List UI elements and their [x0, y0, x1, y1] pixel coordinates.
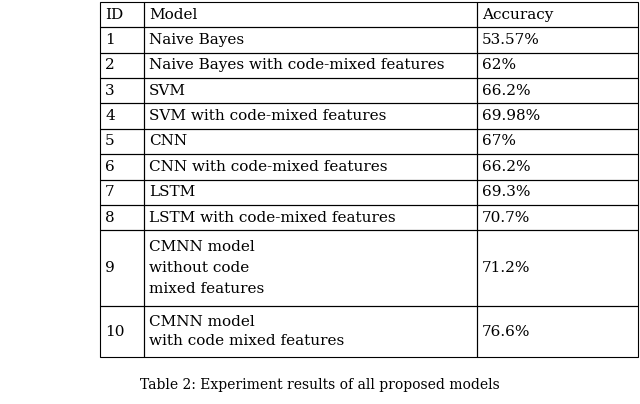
Text: 6: 6 — [105, 160, 115, 174]
Text: 71.2%: 71.2% — [481, 261, 530, 275]
Text: LSTM with code-mixed features: LSTM with code-mixed features — [149, 210, 396, 225]
Text: Model: Model — [149, 8, 198, 22]
Text: ID: ID — [105, 8, 124, 22]
Text: 3: 3 — [105, 84, 115, 98]
Text: 69.3%: 69.3% — [481, 185, 530, 199]
Text: 69.98%: 69.98% — [481, 109, 540, 123]
Bar — [100, 205, 144, 230]
Bar — [477, 230, 638, 306]
Text: CNN: CNN — [149, 135, 188, 148]
Bar — [100, 306, 144, 357]
Text: 10: 10 — [105, 325, 125, 339]
Text: CMNN model: CMNN model — [149, 315, 255, 329]
Bar — [477, 27, 638, 53]
Text: 70.7%: 70.7% — [481, 210, 530, 225]
Text: 66.2%: 66.2% — [481, 160, 530, 174]
Bar — [100, 103, 144, 129]
Bar — [144, 205, 477, 230]
Bar — [477, 306, 638, 357]
Text: 1: 1 — [105, 33, 115, 47]
Text: CNN with code-mixed features: CNN with code-mixed features — [149, 160, 388, 174]
Text: 9: 9 — [105, 261, 115, 275]
Bar — [477, 154, 638, 179]
Bar — [100, 27, 144, 53]
Text: 76.6%: 76.6% — [481, 325, 530, 339]
Bar — [144, 129, 477, 154]
Text: 67%: 67% — [481, 135, 516, 148]
Bar — [477, 2, 638, 27]
Text: Table 2: Experiment results of all proposed models: Table 2: Experiment results of all propo… — [140, 378, 500, 392]
Text: 2: 2 — [105, 59, 115, 72]
Text: 4: 4 — [105, 109, 115, 123]
Bar — [477, 103, 638, 129]
Bar — [100, 179, 144, 205]
Bar — [144, 230, 477, 306]
Text: 5: 5 — [105, 135, 115, 148]
Bar — [477, 129, 638, 154]
Bar — [100, 78, 144, 103]
Bar — [100, 2, 144, 27]
Text: Accuracy: Accuracy — [481, 8, 553, 22]
Text: 62%: 62% — [481, 59, 516, 72]
Bar — [144, 179, 477, 205]
Bar — [144, 154, 477, 179]
Text: Naive Bayes: Naive Bayes — [149, 33, 244, 47]
Text: 7: 7 — [105, 185, 115, 199]
Text: mixed features: mixed features — [149, 282, 264, 297]
Bar — [100, 53, 144, 78]
Bar — [144, 78, 477, 103]
Bar — [144, 103, 477, 129]
Bar — [477, 205, 638, 230]
Bar — [144, 306, 477, 357]
Bar — [477, 78, 638, 103]
Bar — [100, 230, 144, 306]
Text: 8: 8 — [105, 210, 115, 225]
Text: 66.2%: 66.2% — [481, 84, 530, 98]
Text: with code mixed features: with code mixed features — [149, 335, 344, 348]
Text: SVM: SVM — [149, 84, 186, 98]
Bar — [144, 2, 477, 27]
Text: LSTM: LSTM — [149, 185, 195, 199]
Bar — [477, 179, 638, 205]
Bar — [100, 154, 144, 179]
Bar — [477, 53, 638, 78]
Text: 53.57%: 53.57% — [481, 33, 540, 47]
Bar — [144, 27, 477, 53]
Bar — [144, 53, 477, 78]
Bar — [100, 129, 144, 154]
Text: CMNN model: CMNN model — [149, 240, 255, 254]
Text: without code: without code — [149, 261, 250, 275]
Text: SVM with code-mixed features: SVM with code-mixed features — [149, 109, 387, 123]
Text: Naive Bayes with code-mixed features: Naive Bayes with code-mixed features — [149, 59, 445, 72]
